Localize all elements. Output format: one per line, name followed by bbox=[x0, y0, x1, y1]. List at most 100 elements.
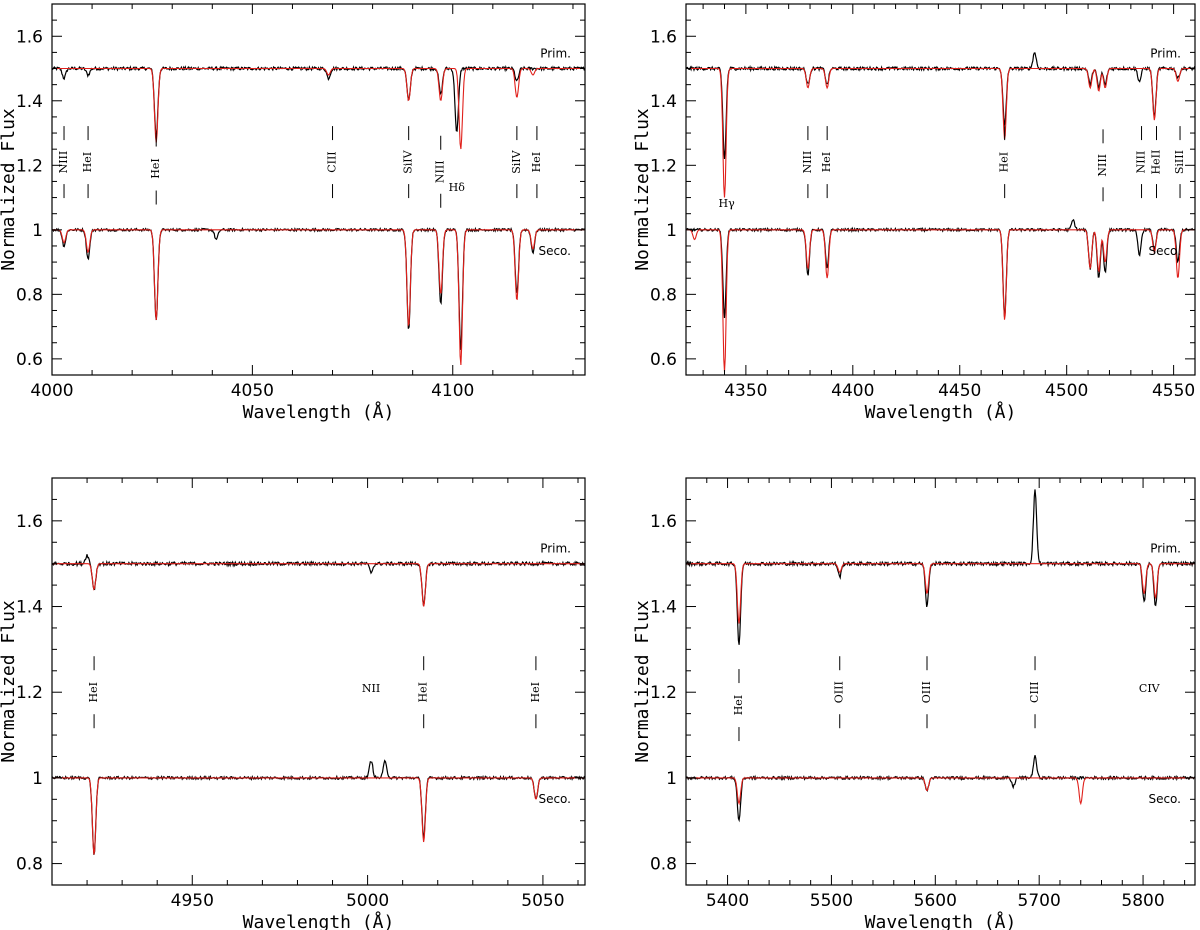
x-tick-label: 5700 bbox=[1018, 891, 1061, 911]
line-annotation: NIII bbox=[57, 151, 70, 174]
y-tick-label: 0.8 bbox=[650, 855, 677, 875]
line-annotation: NIII bbox=[434, 160, 447, 183]
y-tick-label: 1.2 bbox=[16, 683, 43, 703]
line-annotation: SiIII bbox=[1173, 150, 1186, 174]
x-tick-label: 4350 bbox=[724, 381, 767, 401]
series-line-secondary-model bbox=[686, 229, 1195, 372]
spectrum-panel-4: 5400 5500 5600 5700 5800 0.8 1 1.2 1.4 1.6 Wavelen… bbox=[632, 477, 1196, 930]
y-tick-label: 1.4 bbox=[16, 598, 43, 618]
x-tick-label: 4950 bbox=[171, 891, 214, 911]
secondary-label: Seco. bbox=[538, 244, 571, 258]
series-line-primary-model bbox=[52, 67, 585, 150]
series-line-secondary-observed bbox=[52, 226, 585, 350]
y-tick-label: 1 bbox=[32, 221, 43, 241]
line-annotation: SiIV bbox=[402, 149, 415, 173]
series-line-primary-model bbox=[686, 563, 1195, 624]
plot-frame bbox=[51, 3, 586, 376]
x-tick-label: 5500 bbox=[810, 891, 853, 911]
x-tick-label: 4100 bbox=[431, 381, 474, 401]
x-axis-label: Wavelength (Å) bbox=[865, 401, 1017, 423]
x-tick-label: 4500 bbox=[1045, 381, 1088, 401]
line-annotation: Hδ bbox=[449, 181, 466, 194]
y-tick-label: 0.8 bbox=[650, 285, 677, 305]
y-tick-label: 1.6 bbox=[16, 512, 43, 532]
y-tick-label: 1 bbox=[666, 221, 677, 241]
primary-label: Prim. bbox=[1150, 47, 1181, 61]
y-axis-label: Normalized Flux bbox=[632, 600, 653, 763]
plot-frame bbox=[685, 477, 1196, 886]
x-tick-label: 4400 bbox=[831, 381, 874, 401]
series-line-secondary-observed bbox=[52, 759, 585, 855]
y-tick-label: 1.6 bbox=[650, 27, 677, 47]
line-annotation: HeI bbox=[998, 152, 1011, 172]
line-annotation: Hγ bbox=[719, 197, 736, 210]
y-tick-label: 1.2 bbox=[16, 156, 43, 176]
y-tick-label: 1 bbox=[32, 769, 43, 789]
x-tick-label: 5050 bbox=[521, 891, 564, 911]
line-annotation: NIII bbox=[1135, 151, 1148, 174]
y-tick-label: 1.6 bbox=[16, 27, 43, 47]
x-tick-label: 5800 bbox=[1121, 891, 1164, 911]
x-axis-label: Wavelength (Å) bbox=[243, 911, 395, 930]
x-axis-label: Wavelength (Å) bbox=[865, 911, 1017, 930]
series-line-primary-observed bbox=[686, 489, 1195, 645]
y-tick-label: 1 bbox=[666, 769, 677, 789]
line-annotation: OIII bbox=[833, 681, 846, 703]
line-annotation: CIV bbox=[1139, 682, 1161, 695]
series-line-primary-model bbox=[686, 67, 1195, 198]
y-tick-label: 0.6 bbox=[16, 350, 43, 370]
x-tick-label: 4550 bbox=[1152, 381, 1195, 401]
line-annotation: HeI bbox=[530, 152, 543, 172]
x-axis-label: Wavelength (Å) bbox=[243, 401, 395, 423]
secondary-label: Seco. bbox=[1148, 792, 1181, 806]
primary-label: Prim. bbox=[540, 47, 571, 61]
y-tick-label: 1.4 bbox=[16, 92, 43, 112]
series-line-primary-observed bbox=[52, 64, 585, 137]
y-tick-label: 1.2 bbox=[650, 156, 677, 176]
x-tick-label: 4000 bbox=[30, 381, 73, 401]
line-annotation: CIII bbox=[326, 151, 339, 172]
line-annotation: HeI bbox=[732, 695, 745, 715]
line-annotation: NIII bbox=[801, 151, 814, 174]
y-tick-label: 0.6 bbox=[650, 350, 677, 370]
series-line-secondary-observed bbox=[686, 218, 1195, 319]
spectrum-panel-1: 4000 4050 4100 0.6 0.8 1 1.2 1.4 1.6 Wavelength (… bbox=[0, 3, 586, 423]
line-annotation: HeI bbox=[149, 158, 162, 178]
plot-frame bbox=[685, 3, 1196, 376]
series-line-secondary-model bbox=[52, 229, 585, 366]
y-tick-label: 1.6 bbox=[650, 512, 677, 532]
spectrum-panel-3: 4950 5000 5050 0.8 1 1.2 1.4 1.6 Wavelength (Å) N… bbox=[0, 477, 586, 930]
y-tick-label: 0.8 bbox=[16, 855, 43, 875]
y-axis-label: Normalized Flux bbox=[0, 108, 19, 271]
x-tick-label: 4450 bbox=[938, 381, 981, 401]
line-annotation: HeI bbox=[87, 682, 100, 702]
line-annotation: HeI bbox=[820, 152, 833, 172]
x-tick-label: 4050 bbox=[231, 381, 274, 401]
line-annotation: SiIV bbox=[510, 149, 523, 173]
line-annotation: HeII bbox=[1150, 150, 1163, 175]
line-annotation: CIII bbox=[1028, 681, 1041, 702]
series-line-primary-model bbox=[52, 563, 585, 607]
line-annotation: HeI bbox=[81, 152, 94, 172]
primary-label: Prim. bbox=[540, 542, 571, 556]
x-tick-label: 5000 bbox=[346, 891, 389, 911]
y-axis-label: Normalized Flux bbox=[632, 108, 653, 271]
secondary-label: Seco. bbox=[1148, 244, 1181, 258]
spectrum-panel-2: 4350 4400 4450 4500 4550 0.6 0.8 1 1.2 1.4 1.6 Wave… bbox=[632, 3, 1196, 423]
plot-frame bbox=[51, 477, 586, 886]
line-annotation: HeI bbox=[417, 682, 430, 702]
series-line-secondary-model bbox=[52, 777, 585, 855]
secondary-label: Seco. bbox=[538, 792, 571, 806]
series-line-secondary-observed bbox=[686, 755, 1195, 823]
primary-label: Prim. bbox=[1150, 542, 1181, 556]
line-annotation: NII bbox=[362, 682, 380, 695]
y-tick-label: 1.4 bbox=[650, 92, 677, 112]
series-line-primary-observed bbox=[52, 554, 585, 607]
y-tick-label: 1.2 bbox=[650, 683, 677, 703]
x-tick-label: 5400 bbox=[706, 891, 749, 911]
x-tick-label: 5600 bbox=[914, 891, 957, 911]
line-annotation: OIII bbox=[920, 681, 933, 703]
series-line-secondary-model bbox=[686, 777, 1195, 806]
y-tick-label: 1.4 bbox=[650, 598, 677, 618]
